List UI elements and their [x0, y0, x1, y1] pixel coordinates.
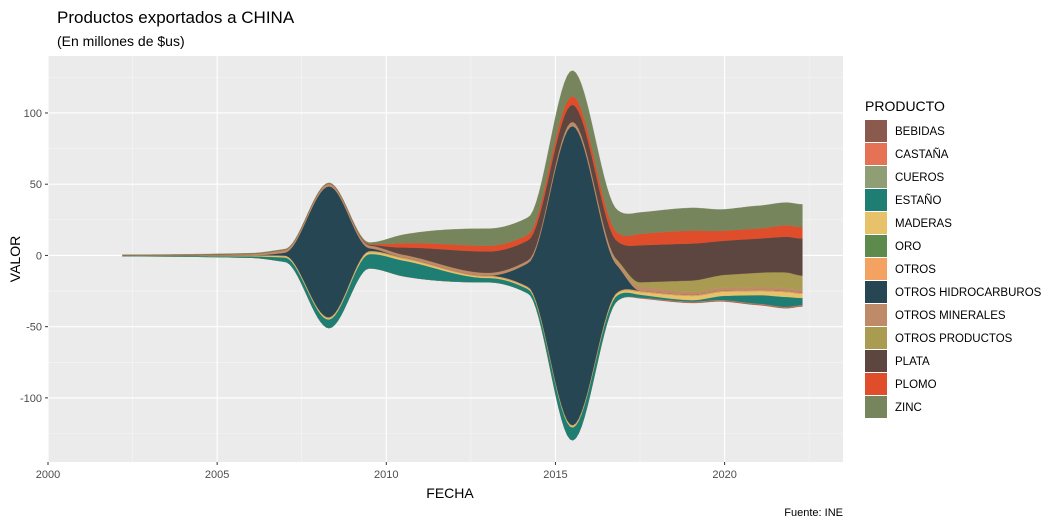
- legend-swatch-castana: [865, 143, 887, 165]
- x-tick-label: 2010: [374, 469, 398, 481]
- x-tick-label: 2020: [712, 469, 736, 481]
- stream-zinc: [122, 70, 803, 256]
- legend-title: PRODUCTO: [865, 98, 945, 114]
- legend-swatch-cueros: [865, 166, 887, 188]
- x-axis: 2000 2005 2010 2015 2020: [36, 462, 737, 481]
- legend-label-estano: ESTAÑO: [895, 194, 941, 207]
- legend: BEBIDAS CASTAÑA CUEROS ESTAÑO MADERAS ORO OTRO…: [865, 120, 1042, 418]
- y-tick-label: -100: [20, 393, 42, 405]
- legend-label-plomo: PLOMO: [895, 379, 937, 391]
- chart-caption: Fuente: INE: [784, 507, 843, 519]
- legend-swatch-oro: [865, 235, 887, 257]
- y-tick-label: -50: [26, 322, 42, 334]
- legend-label-plata: PLATA: [895, 356, 930, 368]
- legend-swatch-zinc: [865, 396, 887, 418]
- legend-label-cueros: CUEROS: [895, 172, 945, 184]
- y-tick-label: 50: [30, 179, 42, 191]
- stream-layers: [122, 70, 803, 441]
- legend-label-zinc: ZINC: [895, 402, 922, 414]
- y-axis: -100 -50 0 50 100: [20, 108, 48, 405]
- legend-swatch-maderas: [865, 212, 887, 234]
- legend-label-otros: OTROS: [895, 264, 936, 276]
- legend-swatch-bebidas: [865, 120, 887, 142]
- y-axis-title: VALOR: [7, 236, 23, 282]
- legend-label-castana: CASTAÑA: [895, 148, 949, 161]
- legend-swatch-estano: [865, 189, 887, 211]
- x-tick-label: 2005: [205, 469, 229, 481]
- chart-subtitle: (En millones de $us): [57, 33, 185, 49]
- legend-label-otros-hidrocarburos: OTROS HIDROCARBUROS: [895, 287, 1042, 299]
- legend-swatch-otros: [865, 258, 887, 280]
- x-tick-label: 2015: [543, 469, 567, 481]
- legend-label-maderas: MADERAS: [895, 218, 952, 230]
- legend-swatch-otros-productos: [865, 327, 887, 349]
- y-tick-label: 100: [24, 108, 42, 120]
- legend-swatch-otros-hidrocarburos: [865, 281, 887, 303]
- y-tick-label: 0: [36, 250, 42, 262]
- legend-label-oro: ORO: [895, 241, 921, 253]
- legend-swatch-otros-minerales: [865, 304, 887, 326]
- legend-label-bebidas: BEBIDAS: [895, 126, 945, 138]
- legend-label-otros-minerales: OTROS MINERALES: [895, 310, 1006, 322]
- legend-label-otros-productos: OTROS PRODUCTOS: [895, 333, 1013, 345]
- legend-swatch-plomo: [865, 373, 887, 395]
- chart-title: Productos exportados a CHINA: [57, 8, 295, 27]
- legend-swatch-plata: [865, 350, 887, 372]
- x-tick-label: 2000: [36, 469, 60, 481]
- x-axis-title: FECHA: [426, 485, 474, 501]
